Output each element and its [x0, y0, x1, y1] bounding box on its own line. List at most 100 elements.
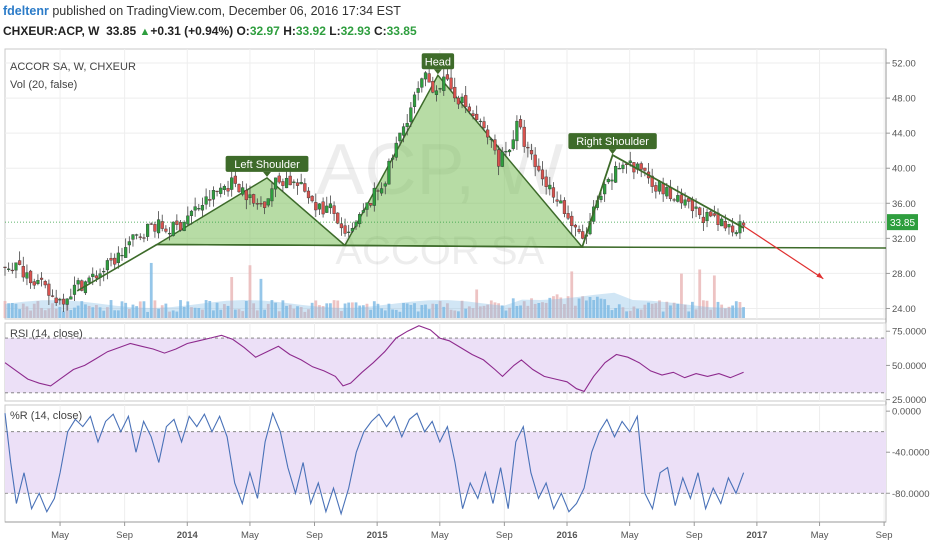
- volume-bar: [482, 305, 486, 318]
- volume-bar: [672, 302, 676, 318]
- candle: [135, 234, 139, 236]
- candle: [18, 260, 22, 265]
- candle: [142, 237, 146, 239]
- volume-bar: [321, 306, 325, 318]
- candle: [124, 247, 128, 258]
- candle: [390, 157, 395, 160]
- symbol-label[interactable]: CHXEUR:ACP, W: [3, 24, 100, 38]
- volume-bar: [394, 309, 398, 318]
- time-tick-label: Sep: [686, 530, 703, 541]
- volume-bar: [292, 308, 296, 318]
- volume-bar: [383, 310, 387, 318]
- candle: [650, 175, 654, 187]
- volume-bar: [566, 296, 570, 318]
- volume-bar: [522, 301, 526, 318]
- candle: [489, 138, 493, 141]
- candle: [416, 88, 420, 93]
- candle: [741, 222, 746, 226]
- volume-bar: [29, 310, 32, 318]
- volume-bar: [398, 311, 402, 318]
- candle: [526, 147, 530, 149]
- author-link[interactable]: fdeltenr: [3, 4, 49, 18]
- volume-bar: [497, 303, 501, 318]
- candle: [405, 123, 409, 127]
- volume-bar: [588, 296, 592, 318]
- candle: [65, 298, 69, 305]
- candle: [709, 211, 713, 217]
- chart-canvas[interactable]: 52.00 48.00 44.00 40.00 36.00 32.00 28.00 24.00…: [0, 44, 932, 550]
- candle: [189, 210, 194, 216]
- volume-bar: [47, 308, 51, 318]
- volume-bar: [248, 265, 252, 318]
- volume-bar: [252, 303, 256, 318]
- volume-bar: [449, 309, 453, 318]
- annotation-text: Left Shoulder: [234, 159, 300, 171]
- rsi-pane[interactable]: 75.0000 50.0000 25.0000 RSI (14, close): [4, 322, 926, 406]
- volume-bar: [40, 307, 43, 318]
- volume-bar: [530, 298, 533, 318]
- candle: [138, 236, 142, 238]
- candle: [149, 223, 153, 225]
- volume-bar: [475, 289, 479, 318]
- candle: [54, 297, 58, 303]
- volume-bar: [555, 294, 559, 318]
- candle: [657, 181, 662, 192]
- candle: [566, 213, 570, 219]
- volume-bar: [14, 303, 18, 318]
- candle: [259, 203, 263, 205]
- volume-bar: [116, 310, 120, 318]
- candle: [727, 224, 731, 228]
- ohlc-line: CHXEUR:ACP, W 33.85 ▲+0.31 (+0.94%) O:32…: [3, 24, 417, 38]
- candle: [193, 206, 197, 211]
- rsi-tick-label: 75.0000: [892, 327, 926, 338]
- right-shoulder-lines: [581, 153, 745, 248]
- candle: [577, 228, 581, 233]
- volume-bar: [266, 303, 270, 318]
- price-tick-label: 32.00: [892, 234, 916, 245]
- candle: [515, 120, 519, 142]
- candle: [299, 182, 303, 185]
- volume-bar: [376, 303, 380, 318]
- candle: [219, 187, 223, 194]
- candle: [431, 81, 435, 93]
- candle: [412, 94, 417, 107]
- volume-bar: [32, 303, 36, 318]
- high-label: H:: [283, 24, 296, 38]
- volume-bar: [625, 311, 628, 318]
- volume-bar: [329, 303, 332, 318]
- candle: [409, 107, 413, 123]
- williams-r-pane[interactable]: 0.0000 -40.0000 -80.0000 %R (14, close): [4, 404, 930, 523]
- candle: [292, 181, 296, 184]
- up-triangle-icon: ▲: [139, 26, 151, 38]
- candle: [372, 187, 376, 206]
- time-tick-label: May: [811, 530, 829, 541]
- candle: [39, 277, 44, 280]
- price-tick-label: 52.00: [892, 59, 916, 70]
- volume-bar: [7, 303, 11, 318]
- candle: [544, 176, 548, 187]
- volume-bar: [716, 301, 720, 318]
- volume-bar: [592, 300, 596, 318]
- time-axis[interactable]: May Sep 2014 May Sep 2015 May Sep 2016 May Sep 2017…: [5, 521, 893, 541]
- volume-bar: [365, 303, 369, 318]
- volume-bar: [274, 302, 277, 318]
- volume-bar: [135, 306, 139, 318]
- price-pane[interactable]: 52.00 48.00 44.00 40.00 36.00 32.00 28.00 24.00…: [3, 48, 918, 522]
- candle: [562, 200, 567, 214]
- candle: [493, 139, 497, 151]
- price-tick-label: 40.00: [892, 164, 916, 175]
- volume-bar: [233, 309, 237, 318]
- candle: [628, 160, 632, 163]
- volume-bar: [339, 311, 343, 318]
- candle: [570, 215, 574, 227]
- candle: [281, 181, 285, 186]
- candle: [50, 295, 55, 297]
- candle: [453, 86, 457, 99]
- volume-bar: [105, 307, 109, 318]
- candle: [654, 185, 658, 192]
- volume-bar: [731, 305, 735, 318]
- volume-bar: [347, 302, 351, 318]
- candle: [376, 190, 380, 192]
- candle: [694, 206, 698, 209]
- candle: [456, 97, 460, 105]
